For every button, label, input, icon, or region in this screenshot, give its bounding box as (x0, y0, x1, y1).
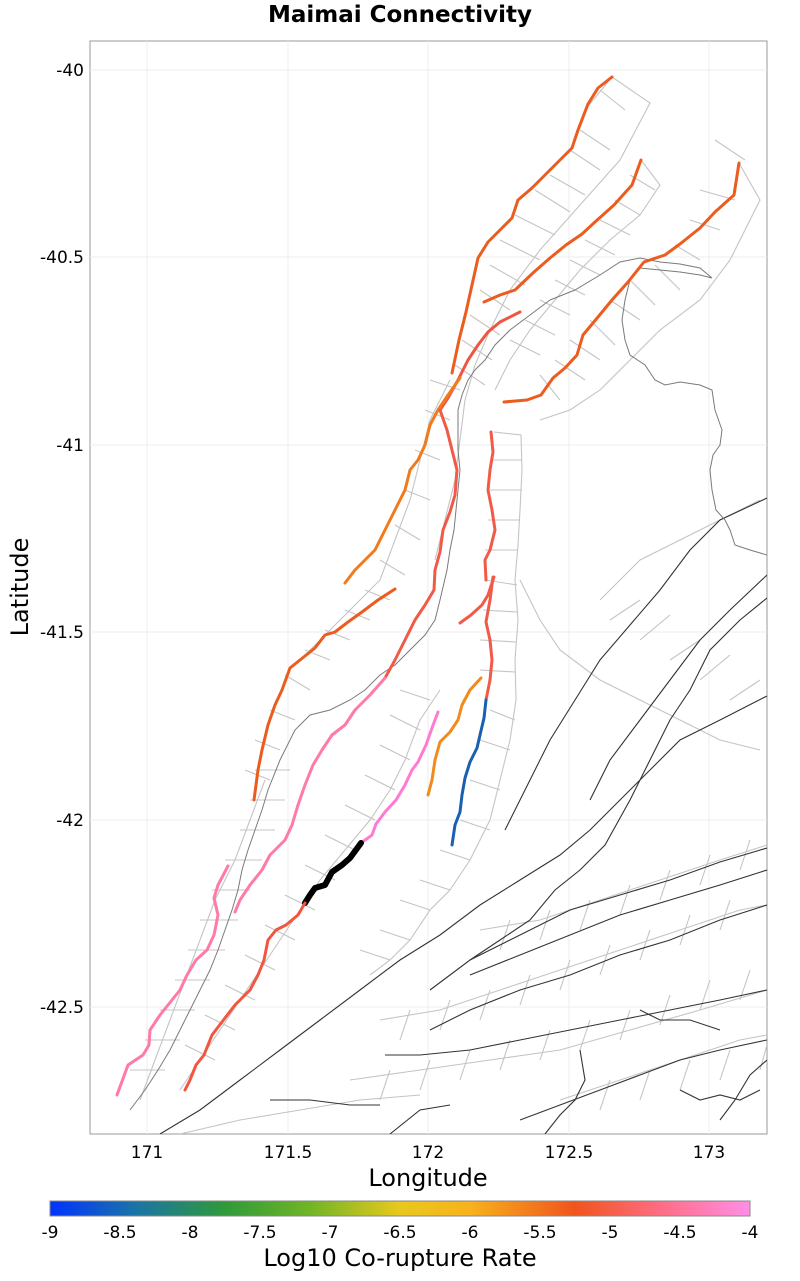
x-tick-label: 172.5 (545, 1143, 594, 1163)
rupture-fault-north-a (450, 75, 614, 375)
y-tick-label: -41.5 (40, 623, 84, 643)
rupture-fault-north-b (482, 158, 643, 304)
colorbar-ticks: -9 -8.5 -8 -7.5 -7 -6.5 -6 -5.5 -5 -4.5 … (42, 1223, 759, 1243)
fault-section-polygons (130, 76, 767, 1134)
gridlines (90, 41, 767, 1134)
y-tick-label: -42 (56, 811, 84, 831)
x-axis-ticks: 171 171.5 172 172.5 173 (131, 1143, 725, 1163)
colorbar-label: Log10 Co-rupture Rate (263, 1244, 536, 1272)
y-tick-label: -40.5 (40, 248, 84, 268)
colorbar-tick-label: -4 (742, 1223, 759, 1243)
x-tick-label: 172 (412, 1143, 444, 1163)
x-axis-label: Longitude (368, 1164, 487, 1192)
rupture-fault-west-upper (343, 376, 462, 585)
colorbar-tick-label: -5.5 (523, 1223, 556, 1243)
coastline (129, 257, 767, 1111)
fault-traces (159, 497, 767, 1134)
rupture-source-maimai (302, 840, 364, 906)
x-tick-label: 171 (131, 1143, 163, 1163)
rupture-fault-mid-branch (359, 710, 440, 845)
rupture-fault-east-upper (483, 430, 497, 582)
y-axis-ticks: -40 -40.5 -41 -41.5 -42 -42.5 (40, 61, 84, 1018)
chart-title: Maimai Connectivity (268, 2, 532, 28)
colorbar-tick-label: -7.5 (243, 1223, 276, 1243)
rupture-fault-north-c (502, 161, 741, 404)
rupture-fault-south-central (183, 901, 307, 1092)
colorbar-tick-label: -9 (42, 1223, 59, 1243)
colorbar-tick-label: -5 (602, 1223, 619, 1243)
rupture-fault-east-low (450, 698, 488, 847)
rupture-fault-east-mid (426, 676, 483, 797)
colorbar-tick-label: -7 (322, 1223, 339, 1243)
rupture-fault-central-upper (383, 408, 459, 680)
rupture-fault-central-lower (233, 676, 387, 914)
colorbar (49, 1200, 751, 1217)
colorbar-tick-label: -6.5 (383, 1223, 416, 1243)
colorbar-tick-label: -6 (462, 1223, 479, 1243)
x-tick-label: 171.5 (264, 1143, 313, 1163)
colorbar-tick-label: -4.5 (663, 1223, 696, 1243)
colorbar-tick-label: -8.5 (103, 1223, 136, 1243)
y-tick-label: -41 (56, 436, 84, 456)
colorbar-tick-label: -8 (182, 1223, 199, 1243)
y-axis-label: Latitude (6, 538, 34, 637)
rupture-fault-south-west (115, 864, 230, 1097)
y-tick-label: -40 (56, 61, 84, 81)
ruptures (115, 75, 741, 1097)
rupture-fault-east-link (484, 575, 495, 702)
rupture-fault-west-lower (252, 587, 397, 802)
x-tick-label: 173 (693, 1143, 725, 1163)
y-tick-label: -42.5 (40, 998, 84, 1018)
